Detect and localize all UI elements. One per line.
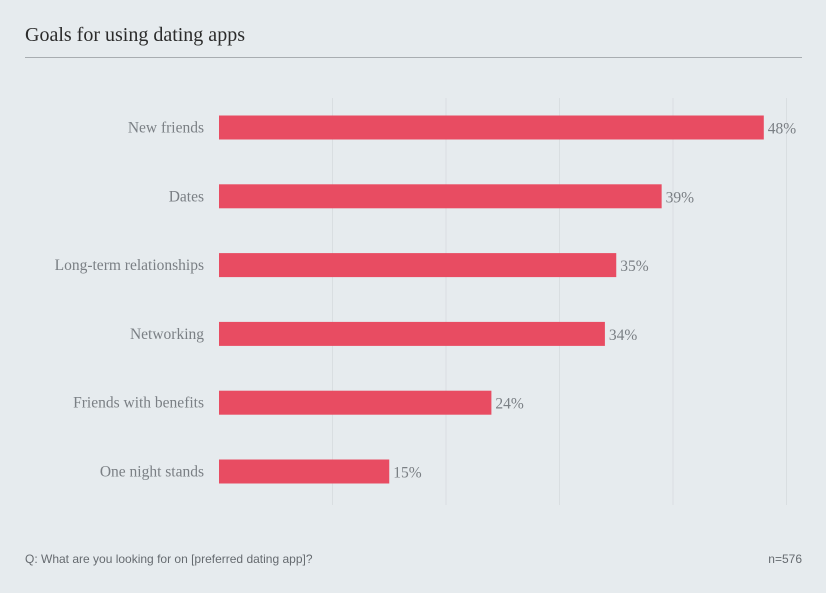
value-label: 35% [620,258,649,275]
category-label: Long-term relationships [55,257,204,274]
category-label: One night stands [100,464,204,481]
bar [219,390,492,415]
category-label: Friends with benefits [73,395,204,412]
bar [219,253,617,278]
bar [219,115,764,140]
value-label: 24% [495,396,524,413]
value-label: 15% [393,465,422,482]
value-label: 39% [666,189,695,206]
category-label: New friends [128,120,204,137]
value-label: 34% [609,327,638,344]
survey-question: Q: What are you looking for on [preferre… [25,552,313,566]
chart-title: Goals for using dating apps [25,24,245,46]
sample-size: n=576 [768,552,802,566]
value-label: 48% [768,121,797,138]
category-label: Networking [130,326,204,343]
bar [219,184,662,209]
bar [219,459,390,484]
bar [219,321,605,346]
category-label: Dates [169,188,204,205]
title-divider [25,57,802,58]
